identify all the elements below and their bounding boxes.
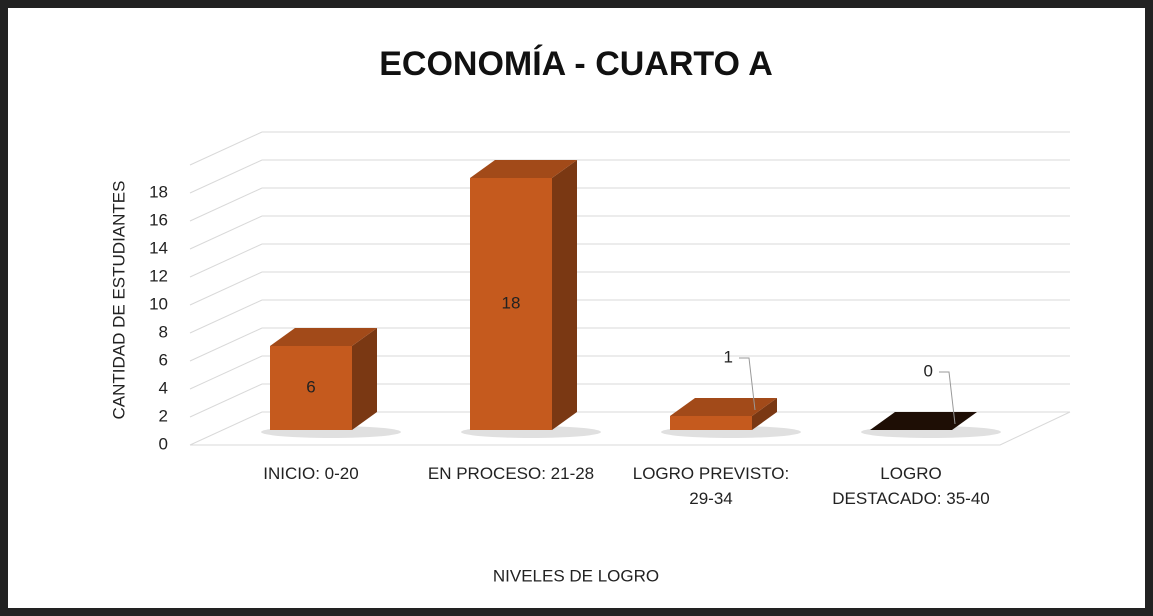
y-tick-label: 16 [149,210,168,229]
grid-line [189,215,1070,250]
x-axis-title: NIVELES DE LOGRO [493,566,659,585]
bar-top [870,412,977,430]
grid-line [189,411,1070,446]
grid-line [189,299,1070,334]
x-tick-label: INICIO: 0-20 [263,464,359,483]
y-tick-label: 0 [159,434,168,453]
y-tick-label: 18 [149,182,168,201]
y-axis-title: CANTIDAD DE ESTUDIANTES [109,181,128,420]
grid-line [189,383,1070,418]
bar [270,328,377,430]
y-tick-label: 12 [149,266,168,285]
y-tick-label: 2 [159,406,168,425]
grid-line [189,159,1070,194]
y-tick-label: 4 [159,378,168,397]
grid-line [189,271,1070,306]
bar-side [552,160,577,430]
data-label: 6 [306,377,315,396]
floor-edge [190,411,1071,446]
leader-line [739,357,756,411]
bar-top [270,328,377,346]
grid-line [189,131,1070,166]
x-tick-label: LOGRO DESTACADO: 35-40 [832,464,990,508]
chart-title: ECONOMÍA - CUARTO A [379,45,773,83]
grid-line [189,327,1070,362]
bar-top [670,398,777,416]
grid-line [189,355,1070,390]
grid-line [189,187,1070,222]
x-tick-label: LOGRO PREVISTO: 29-34 [632,464,790,508]
bar-top [470,160,577,178]
bar [470,160,577,430]
bar-front [470,178,552,430]
bar-side [352,328,377,430]
leader-line [939,371,956,425]
y-tick-label: 10 [149,294,168,313]
x-tick-label: EN PROCESO: 21-28 [427,464,595,483]
bar [670,398,777,430]
y-tick-label: 14 [149,238,168,257]
y-tick-label: 6 [159,350,168,369]
bar-side [752,398,777,430]
y-tick-label: 8 [159,322,168,341]
data-label: 18 [502,293,521,312]
data-label: 0 [924,361,933,380]
grid-line [189,243,1070,278]
data-label: 1 [724,347,733,366]
bar [870,412,977,430]
bar-front [670,416,752,430]
bar-front [270,346,352,430]
